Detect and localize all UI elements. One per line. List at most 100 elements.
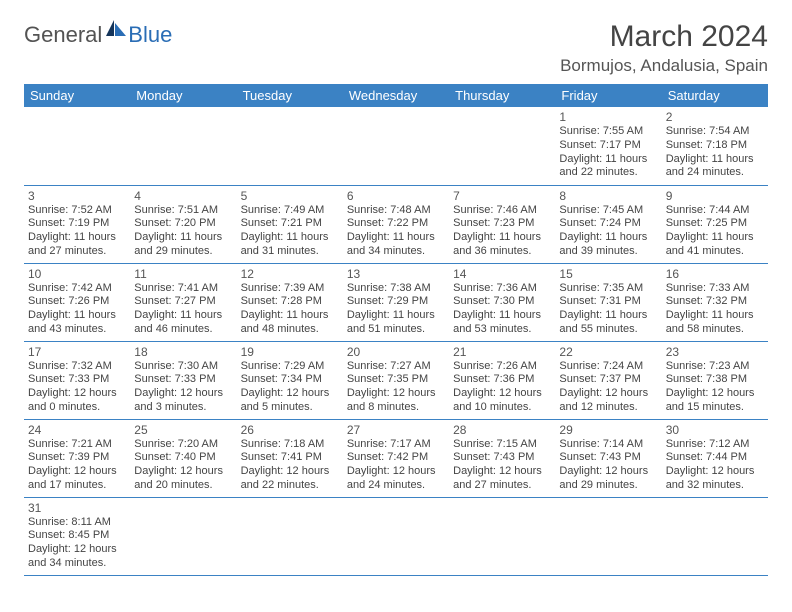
cell-sr: Sunrise: 7:24 AM (559, 360, 657, 374)
day-number: 20 (347, 345, 445, 359)
cell-d2: and 0 minutes. (28, 401, 126, 415)
day-number: 8 (559, 189, 657, 203)
calendar-cell-empty (343, 497, 449, 575)
cell-ss: Sunset: 7:27 PM (134, 295, 232, 309)
cell-ss: Sunset: 7:20 PM (134, 217, 232, 231)
cell-d1: Daylight: 11 hours (241, 309, 339, 323)
cell-d2: and 36 minutes. (453, 245, 551, 259)
cell-d1: Daylight: 12 hours (241, 465, 339, 479)
cell-d1: Daylight: 11 hours (134, 309, 232, 323)
logo: General Blue (24, 20, 172, 49)
calendar-cell: 19Sunrise: 7:29 AMSunset: 7:34 PMDayligh… (237, 341, 343, 419)
day-number: 22 (559, 345, 657, 359)
cell-sr: Sunrise: 7:42 AM (28, 282, 126, 296)
cell-ss: Sunset: 7:19 PM (28, 217, 126, 231)
title-block: March 2024 Bormujos, Andalusia, Spain (560, 20, 768, 76)
cell-sr: Sunrise: 7:44 AM (666, 204, 764, 218)
day-header-row: SundayMondayTuesdayWednesdayThursdayFrid… (24, 84, 768, 107)
cell-ss: Sunset: 7:33 PM (134, 373, 232, 387)
cell-sr: Sunrise: 8:11 AM (28, 516, 126, 530)
calendar-cell: 29Sunrise: 7:14 AMSunset: 7:43 PMDayligh… (555, 419, 661, 497)
cell-ss: Sunset: 7:35 PM (347, 373, 445, 387)
cell-d1: Daylight: 11 hours (347, 231, 445, 245)
day-number: 1 (559, 110, 657, 124)
logo-text-blue: Blue (128, 22, 172, 48)
cell-ss: Sunset: 7:36 PM (453, 373, 551, 387)
cell-d1: Daylight: 11 hours (453, 309, 551, 323)
calendar-cell: 15Sunrise: 7:35 AMSunset: 7:31 PMDayligh… (555, 263, 661, 341)
calendar-cell: 18Sunrise: 7:30 AMSunset: 7:33 PMDayligh… (130, 341, 236, 419)
cell-d2: and 29 minutes. (134, 245, 232, 259)
calendar-cell: 13Sunrise: 7:38 AMSunset: 7:29 PMDayligh… (343, 263, 449, 341)
calendar-cell: 6Sunrise: 7:48 AMSunset: 7:22 PMDaylight… (343, 185, 449, 263)
cell-sr: Sunrise: 7:30 AM (134, 360, 232, 374)
day-number: 14 (453, 267, 551, 281)
cell-d1: Daylight: 12 hours (666, 465, 764, 479)
sail-icon (106, 20, 128, 43)
cell-sr: Sunrise: 7:41 AM (134, 282, 232, 296)
cell-ss: Sunset: 7:43 PM (559, 451, 657, 465)
cell-sr: Sunrise: 7:36 AM (453, 282, 551, 296)
day-number: 29 (559, 423, 657, 437)
calendar-cell: 23Sunrise: 7:23 AMSunset: 7:38 PMDayligh… (662, 341, 768, 419)
cell-ss: Sunset: 7:23 PM (453, 217, 551, 231)
calendar-cell: 12Sunrise: 7:39 AMSunset: 7:28 PMDayligh… (237, 263, 343, 341)
cell-sr: Sunrise: 7:49 AM (241, 204, 339, 218)
calendar-row: 31Sunrise: 8:11 AMSunset: 8:45 PMDayligh… (24, 497, 768, 575)
cell-d1: Daylight: 11 hours (28, 231, 126, 245)
cell-d1: Daylight: 11 hours (559, 309, 657, 323)
cell-d1: Daylight: 11 hours (559, 153, 657, 167)
calendar-cell: 20Sunrise: 7:27 AMSunset: 7:35 PMDayligh… (343, 341, 449, 419)
cell-d1: Daylight: 11 hours (241, 231, 339, 245)
calendar-cell: 26Sunrise: 7:18 AMSunset: 7:41 PMDayligh… (237, 419, 343, 497)
calendar-row: 3Sunrise: 7:52 AMSunset: 7:19 PMDaylight… (24, 185, 768, 263)
calendar-cell-empty (130, 107, 236, 185)
day-number: 16 (666, 267, 764, 281)
cell-sr: Sunrise: 7:18 AM (241, 438, 339, 452)
cell-ss: Sunset: 7:29 PM (347, 295, 445, 309)
day-number: 18 (134, 345, 232, 359)
calendar-cell: 22Sunrise: 7:24 AMSunset: 7:37 PMDayligh… (555, 341, 661, 419)
cell-d2: and 53 minutes. (453, 323, 551, 337)
day-number: 13 (347, 267, 445, 281)
cell-d1: Daylight: 12 hours (241, 387, 339, 401)
logo-text-general: General (24, 22, 102, 48)
calendar-cell: 4Sunrise: 7:51 AMSunset: 7:20 PMDaylight… (130, 185, 236, 263)
cell-d2: and 39 minutes. (559, 245, 657, 259)
cell-d2: and 32 minutes. (666, 479, 764, 493)
month-title: March 2024 (560, 20, 768, 54)
calendar-cell: 8Sunrise: 7:45 AMSunset: 7:24 PMDaylight… (555, 185, 661, 263)
calendar-table: SundayMondayTuesdayWednesdayThursdayFrid… (24, 84, 768, 576)
cell-sr: Sunrise: 7:33 AM (666, 282, 764, 296)
cell-d2: and 3 minutes. (134, 401, 232, 415)
calendar-cell: 27Sunrise: 7:17 AMSunset: 7:42 PMDayligh… (343, 419, 449, 497)
calendar-cell-empty (449, 497, 555, 575)
day-header: Wednesday (343, 84, 449, 107)
cell-ss: Sunset: 7:44 PM (666, 451, 764, 465)
day-number: 31 (28, 501, 126, 515)
cell-d2: and 5 minutes. (241, 401, 339, 415)
calendar-cell-empty (449, 107, 555, 185)
day-number: 25 (134, 423, 232, 437)
cell-d1: Daylight: 11 hours (559, 231, 657, 245)
cell-ss: Sunset: 7:17 PM (559, 139, 657, 153)
cell-d1: Daylight: 11 hours (134, 231, 232, 245)
cell-sr: Sunrise: 7:17 AM (347, 438, 445, 452)
cell-sr: Sunrise: 7:12 AM (666, 438, 764, 452)
cell-sr: Sunrise: 7:32 AM (28, 360, 126, 374)
cell-d1: Daylight: 12 hours (453, 465, 551, 479)
cell-d2: and 51 minutes. (347, 323, 445, 337)
calendar-head: SundayMondayTuesdayWednesdayThursdayFrid… (24, 84, 768, 107)
day-number: 6 (347, 189, 445, 203)
cell-sr: Sunrise: 7:54 AM (666, 125, 764, 139)
day-number: 9 (666, 189, 764, 203)
calendar-cell: 5Sunrise: 7:49 AMSunset: 7:21 PMDaylight… (237, 185, 343, 263)
cell-d2: and 31 minutes. (241, 245, 339, 259)
cell-d1: Daylight: 12 hours (666, 387, 764, 401)
cell-d2: and 29 minutes. (559, 479, 657, 493)
cell-ss: Sunset: 7:32 PM (666, 295, 764, 309)
calendar-row: 17Sunrise: 7:32 AMSunset: 7:33 PMDayligh… (24, 341, 768, 419)
cell-ss: Sunset: 7:31 PM (559, 295, 657, 309)
day-number: 27 (347, 423, 445, 437)
calendar-cell: 3Sunrise: 7:52 AMSunset: 7:19 PMDaylight… (24, 185, 130, 263)
